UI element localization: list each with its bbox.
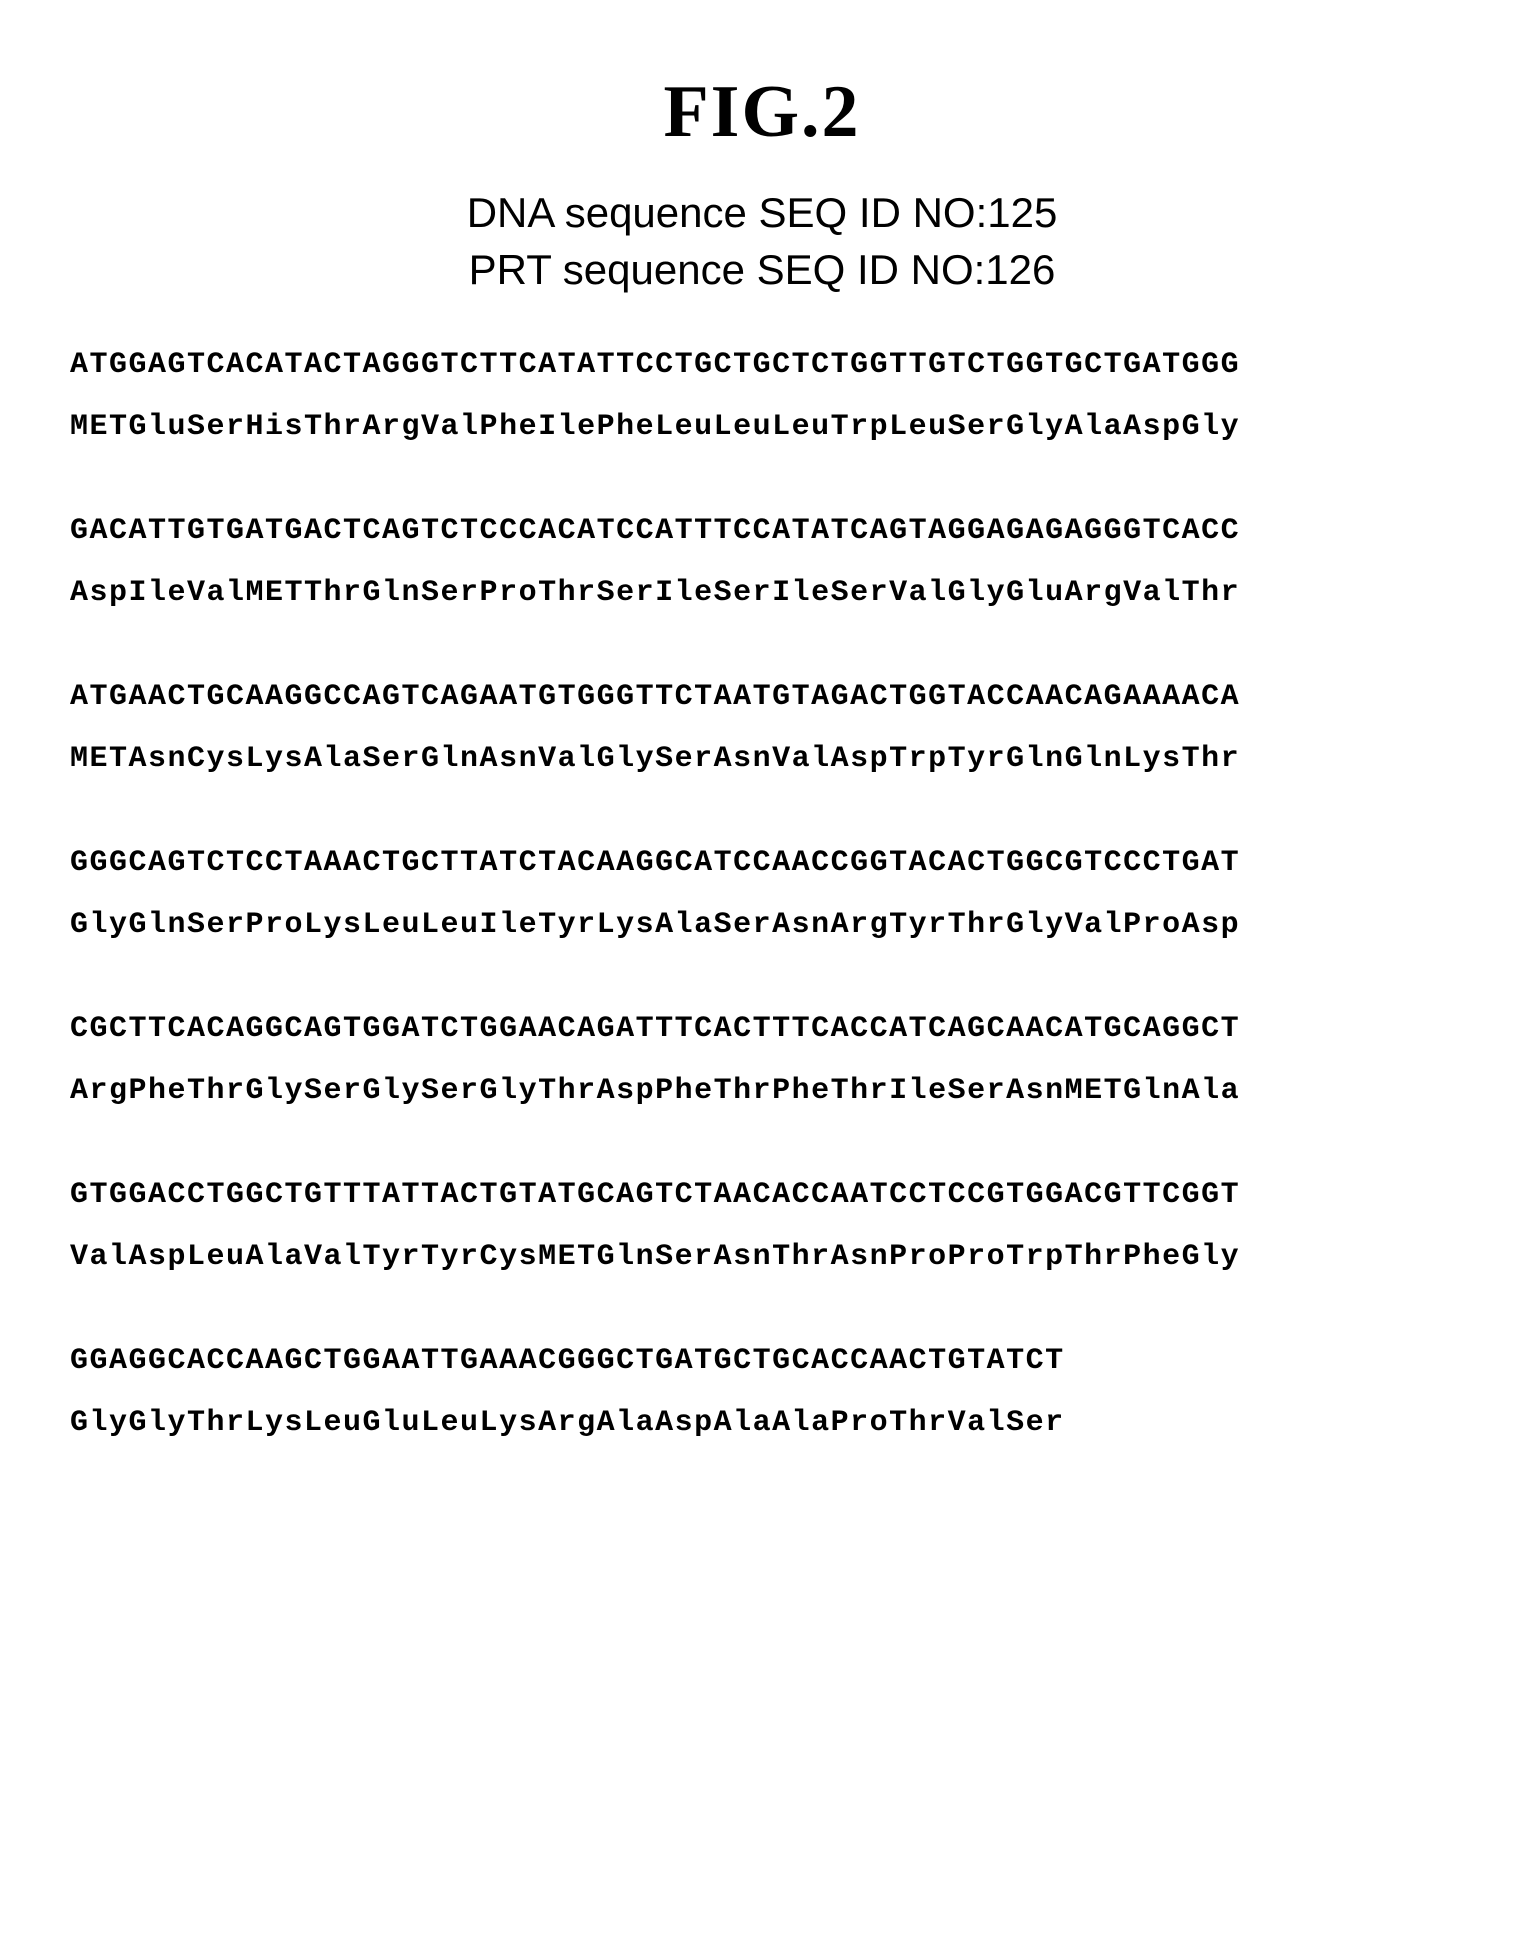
prt-line: GlyGlnSerProLysLeuLeuIleTyrLysAlaSerAsnA… bbox=[70, 908, 1464, 942]
prt-line: METAsnCysLysAlaSerGlnAsnValGlySerAsnValA… bbox=[70, 742, 1464, 776]
dna-line: ATGGAGTCACATACTAGGGTCTTCATATTCCTGCTGCTCT… bbox=[70, 348, 1464, 382]
prt-line: METGluSerHisThrArgValPheIlePheLeuLeuLeuT… bbox=[70, 410, 1464, 444]
dna-line: ATGAACTGCAAGGCCAGTCAGAATGTGGGTTCTAATGTAG… bbox=[70, 680, 1464, 714]
prt-line: AspIleValMETThrGlnSerProThrSerIleSerIleS… bbox=[70, 576, 1464, 610]
dna-line: GGGCAGTCTCCTAAACTGCTTATCTACAAGGCATCCAACC… bbox=[70, 846, 1464, 880]
sequence-block-3: GGGCAGTCTCCTAAACTGCTTATCTACAAGGCATCCAACC… bbox=[60, 846, 1464, 942]
dna-line: GGAGGCACCAAGCTGGAATTGAAACGGGCTGATGCTGCAC… bbox=[70, 1344, 1464, 1378]
subtitle-dna: DNA sequence SEQ ID NO:125 bbox=[60, 185, 1464, 242]
figure-title: FIG.2 bbox=[60, 70, 1464, 155]
sequence-block-6: GGAGGCACCAAGCTGGAATTGAAACGGGCTGATGCTGCAC… bbox=[60, 1344, 1464, 1440]
sequence-block-2: ATGAACTGCAAGGCCAGTCAGAATGTGGGTTCTAATGTAG… bbox=[60, 680, 1464, 776]
dna-line: GTGGACCTGGCTGTTTATTACTGTATGCAGTCTAACACCA… bbox=[70, 1178, 1464, 1212]
subtitle-prt: PRT sequence SEQ ID NO:126 bbox=[60, 242, 1464, 299]
prt-line: GlyGlyThrLysLeuGluLeuLysArgAlaAspAlaAlaP… bbox=[70, 1406, 1464, 1440]
sequence-block-1: GACATTGTGATGACTCAGTCTCCCACATCCATTTCCATAT… bbox=[60, 514, 1464, 610]
prt-line: ArgPheThrGlySerGlySerGlyThrAspPheThrPheT… bbox=[70, 1074, 1464, 1108]
subtitle-block: DNA sequence SEQ ID NO:125 PRT sequence … bbox=[60, 185, 1464, 298]
sequence-block-0: ATGGAGTCACATACTAGGGTCTTCATATTCCTGCTGCTCT… bbox=[60, 348, 1464, 444]
prt-line: ValAspLeuAlaValTyrTyrCysMETGlnSerAsnThrA… bbox=[70, 1240, 1464, 1274]
sequence-block-4: CGCTTCACAGGCAGTGGATCTGGAACAGATTTCACTTTCA… bbox=[60, 1012, 1464, 1108]
dna-line: CGCTTCACAGGCAGTGGATCTGGAACAGATTTCACTTTCA… bbox=[70, 1012, 1464, 1046]
sequence-block-5: GTGGACCTGGCTGTTTATTACTGTATGCAGTCTAACACCA… bbox=[60, 1178, 1464, 1274]
dna-line: GACATTGTGATGACTCAGTCTCCCACATCCATTTCCATAT… bbox=[70, 514, 1464, 548]
